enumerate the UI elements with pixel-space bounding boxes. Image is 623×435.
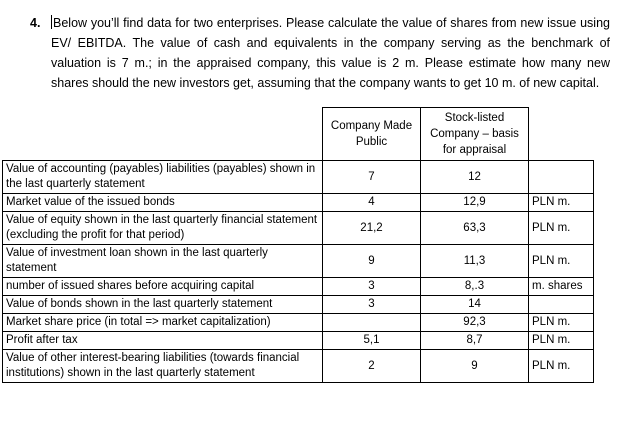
row-value-public: 21,2 xyxy=(322,211,421,245)
header-label-empty xyxy=(3,108,323,161)
row-unit: PLN m. xyxy=(528,331,594,350)
row-unit xyxy=(528,160,594,194)
table-row: Value of investment loan shown in the la… xyxy=(2,244,594,278)
table-row: Profit after tax 5,1 8,7 PLN m. xyxy=(2,331,594,350)
row-value-public: 9 xyxy=(322,244,421,278)
row-label: number of issued shares before acquiring… xyxy=(2,277,323,296)
table-header-row: Company Made Public Stock-listed Company… xyxy=(3,107,594,161)
table-row: Market value of the issued bonds 4 12,9 … xyxy=(2,193,594,212)
text-cursor xyxy=(51,15,52,29)
row-unit xyxy=(528,295,594,314)
row-label: Value of other interest-bearing liabilit… xyxy=(2,349,323,383)
row-value-listed: 8,7 xyxy=(420,331,529,350)
row-value-listed: 12 xyxy=(420,160,529,194)
row-value-listed: 63,3 xyxy=(420,211,529,245)
header-stock-listed-company: Stock-listed Company – basis for apprais… xyxy=(420,107,529,161)
row-unit: PLN m. xyxy=(528,313,594,332)
row-value-public: 3 xyxy=(322,277,421,296)
row-unit: PLN m. xyxy=(528,193,594,212)
row-unit: PLN m. xyxy=(528,211,594,245)
row-label: Profit after tax xyxy=(2,331,323,350)
table-row: Value of bonds shown in the last quarter… xyxy=(2,295,594,314)
row-label: Value of investment loan shown in the la… xyxy=(2,244,323,278)
row-value-listed: 14 xyxy=(420,295,529,314)
table-row: Market share price (in total => market c… xyxy=(2,313,594,332)
table-row: Value of equity shown in the last quarte… xyxy=(2,211,594,245)
enterprise-data-table: Company Made Public Stock-listed Company… xyxy=(2,107,594,383)
row-unit: PLN m. xyxy=(528,244,594,278)
row-label: Market value of the issued bonds xyxy=(2,193,323,212)
row-value-public: 4 xyxy=(322,193,421,212)
question-block: 4. Below you’ll find data for two enterp… xyxy=(30,13,610,93)
row-value-listed: 11,3 xyxy=(420,244,529,278)
row-label: Value of equity shown in the last quarte… xyxy=(2,211,323,245)
row-unit: m. shares xyxy=(528,277,594,296)
row-value-public xyxy=(322,313,421,332)
table-row: number of issued shares before acquiring… xyxy=(2,277,594,296)
row-value-public: 2 xyxy=(322,349,421,383)
question-number: 4. xyxy=(30,16,41,30)
header-company-made-public: Company Made Public xyxy=(322,107,421,161)
row-label: Value of accounting (payables) liabiliti… xyxy=(2,160,323,194)
row-value-public: 7 xyxy=(322,160,421,194)
row-value-listed: 8,.3 xyxy=(420,277,529,296)
header-unit-empty xyxy=(529,108,594,161)
row-value-listed: 9 xyxy=(420,349,529,383)
question-text: Below you’ll find data for two enterpris… xyxy=(51,13,610,93)
row-value-listed: 92,3 xyxy=(420,313,529,332)
row-value-public: 5,1 xyxy=(322,331,421,350)
table-row: Value of other interest-bearing liabilit… xyxy=(2,349,594,383)
row-value-public: 3 xyxy=(322,295,421,314)
row-value-listed: 12,9 xyxy=(420,193,529,212)
row-unit: PLN m. xyxy=(528,349,594,383)
row-label: Market share price (in total => market c… xyxy=(2,313,323,332)
table-row: Value of accounting (payables) liabiliti… xyxy=(2,160,594,194)
question-text-content: Below you’ll find data for two enterpris… xyxy=(51,16,610,90)
row-label: Value of bonds shown in the last quarter… xyxy=(2,295,323,314)
